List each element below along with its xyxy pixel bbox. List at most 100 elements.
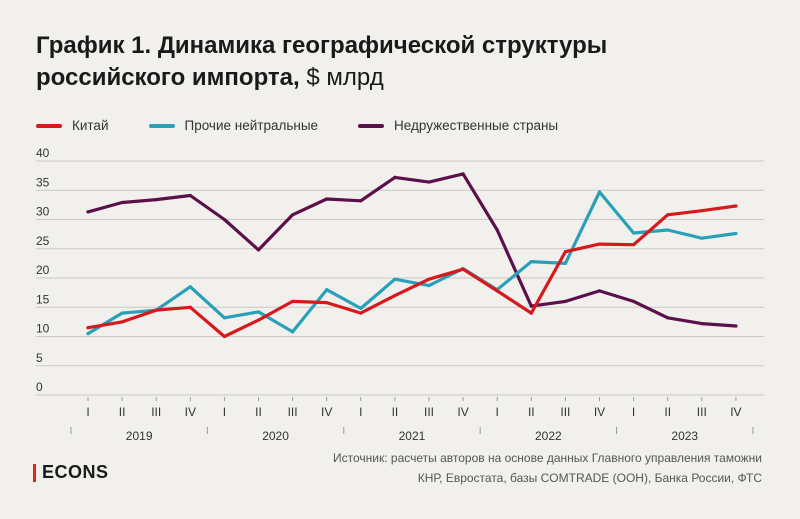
series-2-point — [222, 217, 226, 222]
series-1-point — [632, 231, 636, 235]
series-1-point — [597, 190, 602, 194]
chart-title: График 1. Динамика географической структ… — [36, 30, 736, 94]
series-2-point — [529, 304, 533, 308]
series-2-point — [461, 172, 465, 176]
year-label: 2022 — [535, 429, 562, 440]
legend-swatch-unfriendly — [358, 123, 385, 128]
x-tick-label: III — [697, 405, 707, 419]
series-0-point — [120, 320, 124, 324]
y-tick-label: 0 — [36, 380, 43, 394]
legend-swatch-china — [36, 123, 62, 128]
series-0-point — [700, 209, 704, 213]
series-0-point — [222, 334, 226, 339]
legend-swatch-neutral — [148, 123, 175, 128]
legend-item-neutral: Прочие нейтральные — [148, 118, 319, 133]
x-tick-label: IV — [594, 405, 605, 419]
series-0-point — [734, 204, 738, 208]
x-tick-label: IV — [321, 405, 332, 419]
x-tick-label: II — [392, 405, 399, 419]
series-0-point — [325, 300, 329, 305]
x-tick-label: IV — [185, 405, 196, 419]
series-2-point — [427, 180, 431, 184]
series-2-point — [597, 289, 602, 293]
series-0-point — [393, 293, 397, 298]
series-0-point — [427, 277, 431, 281]
series-2-point — [563, 299, 568, 303]
year-label: 2020 — [262, 429, 289, 440]
x-tick-label: IV — [730, 405, 741, 419]
source-note: Источник: расчеты авторов на основе данн… — [333, 451, 762, 485]
x-tick-label: I — [632, 405, 635, 419]
series-2-point — [666, 316, 670, 320]
x-tick-label: II — [119, 405, 126, 419]
series-0-point — [529, 311, 533, 315]
series-2-point — [359, 199, 363, 203]
y-tick-label: 30 — [36, 205, 50, 219]
series-0-point — [461, 267, 465, 271]
series-0-point — [495, 289, 499, 293]
series-2-point — [291, 213, 295, 217]
y-tick-label: 5 — [36, 351, 43, 365]
legend-label-neutral: Прочие нейтральные — [184, 118, 319, 133]
series-0-point — [359, 311, 363, 315]
chart-title-main: График 1. Динамика географической структ… — [36, 32, 608, 91]
series-2-point — [632, 299, 636, 303]
series-0-point — [291, 299, 295, 303]
x-tick-label: I — [496, 405, 499, 419]
series-1-point — [734, 231, 738, 236]
econs-logo: ECONS — [33, 462, 109, 483]
series-1-point — [86, 331, 90, 336]
series-1-point — [256, 310, 261, 314]
y-tick-label: 15 — [36, 292, 50, 306]
series-1-point — [359, 306, 363, 311]
series-1-point — [188, 285, 192, 289]
series-0-point — [597, 242, 602, 246]
series-0-point — [86, 326, 90, 330]
series-0-point — [188, 305, 192, 309]
series-2-point — [86, 210, 90, 214]
series-2-point — [325, 197, 329, 201]
series-0-point — [666, 213, 670, 217]
series-1-point — [700, 236, 704, 240]
series-line-2 — [86, 172, 738, 328]
series-line-0 — [86, 204, 738, 339]
series-0-point — [632, 243, 636, 247]
series-1-point — [291, 330, 295, 334]
legend-item-china: Китай — [36, 118, 109, 133]
x-tick-label: II — [664, 405, 671, 419]
logo-text: ECONS — [42, 462, 109, 482]
chart-title-unit: $ млрд — [299, 64, 384, 91]
logo-bar — [33, 463, 36, 482]
series-line-1 — [86, 190, 738, 336]
series-2-point — [120, 200, 124, 205]
x-tick-label: II — [255, 405, 262, 419]
year-label: 2021 — [399, 429, 426, 440]
x-tick-label: III — [424, 405, 434, 419]
series-2-point — [700, 322, 704, 326]
chart-legend: Китай Прочие нейтральные Недружественные… — [36, 118, 598, 133]
series-2-point — [734, 324, 738, 328]
series-1-point — [427, 284, 431, 288]
year-label: 2023 — [671, 429, 698, 440]
y-tick-label: 10 — [36, 322, 50, 336]
y-tick-label: 35 — [36, 175, 50, 189]
series-2-point — [495, 228, 499, 232]
x-tick-label: IV — [457, 405, 468, 419]
series-2-point — [154, 198, 158, 202]
year-label: 2019 — [126, 429, 153, 440]
x-tick-label: II — [528, 405, 535, 419]
y-tick-label: 20 — [36, 263, 50, 277]
x-tick-label: I — [86, 405, 89, 419]
legend-item-unfriendly: Недружественные страны — [358, 118, 558, 133]
series-1-point — [666, 228, 670, 232]
series-1-point — [222, 316, 226, 320]
series-1-point — [325, 288, 329, 292]
series-2-point — [393, 175, 397, 179]
series-2-point — [188, 193, 192, 198]
legend-label-china: Китай — [72, 118, 109, 133]
series-1-point — [563, 261, 568, 265]
series-0-point — [256, 318, 261, 322]
x-tick-label: I — [223, 405, 226, 419]
x-tick-label: III — [288, 405, 298, 419]
